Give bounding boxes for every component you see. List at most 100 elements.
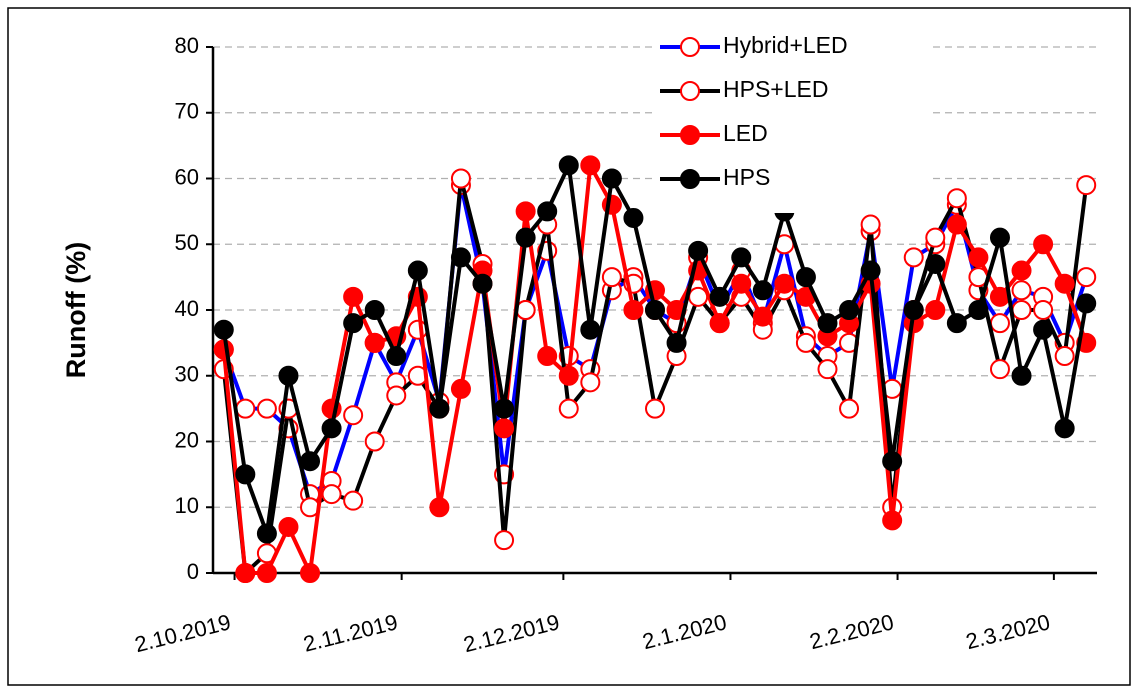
data-point [343, 405, 364, 426]
data-point [580, 372, 601, 393]
data-point [903, 247, 924, 268]
data-point [1011, 280, 1032, 301]
data-point [256, 398, 277, 419]
data-point [343, 490, 364, 511]
data-point [1054, 273, 1075, 294]
data-point [1011, 260, 1032, 281]
data-point [256, 523, 277, 544]
data-point [494, 418, 515, 439]
data-point [386, 346, 407, 367]
data-point [537, 201, 558, 222]
data-point [364, 332, 385, 353]
data-point [364, 300, 385, 320]
data-point [300, 563, 321, 583]
legend-background [655, 29, 930, 213]
legend-label: LED [723, 120, 768, 146]
data-point [817, 313, 838, 334]
data-point [1033, 234, 1054, 255]
data-point [860, 214, 881, 235]
data-point [839, 300, 860, 320]
data-point [968, 300, 989, 320]
data-point [429, 398, 450, 419]
y-axis-label: Runoff (%) [61, 242, 91, 378]
data-point [300, 451, 321, 472]
data-point [494, 398, 515, 419]
data-point [321, 418, 342, 439]
data-point [558, 155, 579, 176]
data-point [450, 247, 471, 268]
data-point [278, 365, 299, 386]
plot [213, 155, 1097, 583]
data-point [213, 319, 234, 340]
data-point [882, 451, 903, 472]
data-point [558, 365, 579, 386]
data-point [1054, 346, 1075, 367]
data-point [494, 530, 515, 551]
data-point [731, 247, 752, 268]
data-point [731, 273, 752, 294]
data-point [515, 201, 536, 222]
data-point [450, 378, 471, 399]
legend-label: HPS [723, 164, 770, 190]
data-point [601, 168, 622, 189]
data-point [515, 227, 536, 248]
data-point [839, 398, 860, 419]
y-tick-label: 10 [175, 493, 199, 518]
data-point [386, 385, 407, 406]
data-point [1076, 267, 1097, 288]
data-point [989, 313, 1010, 334]
data-point [709, 286, 730, 307]
y-tick-label: 60 [175, 164, 199, 189]
data-point [343, 286, 364, 307]
data-point [537, 346, 558, 367]
legend-marker [680, 125, 700, 145]
data-point [666, 332, 687, 353]
data-point [515, 300, 536, 320]
data-point [968, 247, 989, 268]
legend-label: Hybrid+LED [723, 32, 848, 58]
y-tick-label: 50 [175, 230, 199, 255]
data-point [472, 273, 493, 294]
data-point [774, 273, 795, 294]
data-point [946, 214, 967, 235]
legend-marker [680, 81, 700, 101]
legend-label: HPS+LED [723, 76, 828, 102]
data-point [946, 188, 967, 209]
data-point [989, 359, 1010, 380]
data-point [817, 359, 838, 380]
data-point [429, 497, 450, 518]
y-tick-label: 20 [175, 427, 199, 452]
legend: Hybrid+LED HPS+LED LED HPS [655, 29, 930, 213]
data-point [882, 510, 903, 531]
data-point [364, 431, 385, 452]
data-point [903, 300, 924, 320]
data-point [709, 313, 730, 334]
y-tick-label: 70 [175, 99, 199, 124]
data-point [1011, 300, 1032, 320]
data-point [558, 398, 579, 419]
data-point [407, 260, 428, 281]
data-point [601, 267, 622, 288]
data-point [256, 563, 277, 583]
data-point [1076, 293, 1097, 314]
data-point [946, 313, 967, 334]
data-point [1054, 418, 1075, 439]
data-point [1011, 365, 1032, 386]
data-point [925, 253, 946, 274]
legend-marker [680, 37, 700, 57]
data-point [321, 484, 342, 505]
data-point [752, 280, 773, 301]
data-point [580, 319, 601, 340]
data-point [645, 300, 665, 320]
data-point [343, 313, 364, 334]
y-tick-label: 80 [175, 33, 199, 58]
data-point [235, 563, 256, 583]
data-point [688, 240, 709, 261]
data-point [235, 398, 256, 419]
data-point [860, 260, 881, 281]
data-point [925, 300, 946, 320]
data-point [645, 398, 665, 419]
y-tick-label: 40 [175, 296, 199, 321]
data-point [795, 332, 816, 353]
